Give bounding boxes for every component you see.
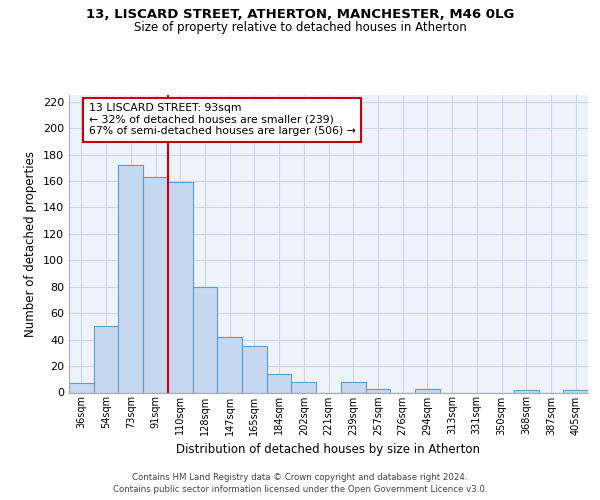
X-axis label: Distribution of detached houses by size in Atherton: Distribution of detached houses by size … bbox=[176, 443, 481, 456]
Text: Contains HM Land Registry data © Crown copyright and database right 2024.: Contains HM Land Registry data © Crown c… bbox=[132, 472, 468, 482]
Bar bbox=[193, 286, 217, 393]
Bar bbox=[341, 382, 365, 392]
Y-axis label: Number of detached properties: Number of detached properties bbox=[25, 151, 37, 337]
Bar bbox=[365, 388, 390, 392]
Bar bbox=[292, 382, 316, 392]
Bar bbox=[94, 326, 118, 392]
Bar bbox=[267, 374, 292, 392]
Bar bbox=[217, 337, 242, 392]
Bar bbox=[514, 390, 539, 392]
Text: Size of property relative to detached houses in Atherton: Size of property relative to detached ho… bbox=[134, 21, 466, 34]
Bar bbox=[242, 346, 267, 393]
Bar bbox=[69, 383, 94, 392]
Bar bbox=[415, 388, 440, 392]
Text: 13, LISCARD STREET, ATHERTON, MANCHESTER, M46 0LG: 13, LISCARD STREET, ATHERTON, MANCHESTER… bbox=[86, 8, 514, 20]
Text: Contains public sector information licensed under the Open Government Licence v3: Contains public sector information licen… bbox=[113, 485, 487, 494]
Bar bbox=[118, 165, 143, 392]
Bar bbox=[143, 177, 168, 392]
Text: 13 LISCARD STREET: 93sqm
← 32% of detached houses are smaller (239)
67% of semi-: 13 LISCARD STREET: 93sqm ← 32% of detach… bbox=[89, 103, 356, 136]
Bar bbox=[168, 182, 193, 392]
Bar bbox=[563, 390, 588, 392]
